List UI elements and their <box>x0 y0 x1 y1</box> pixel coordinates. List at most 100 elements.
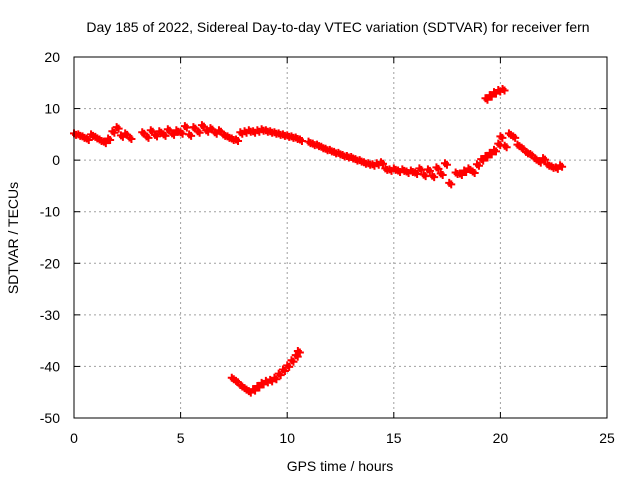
data-point <box>274 369 285 380</box>
data-point <box>440 159 451 169</box>
data-point <box>406 166 417 176</box>
data-point <box>359 158 370 168</box>
data-point <box>99 137 110 148</box>
data-point <box>193 127 204 137</box>
data-point <box>261 376 272 387</box>
series-upper-segment <box>481 84 509 104</box>
data-point <box>219 130 230 140</box>
data-point <box>490 145 501 156</box>
data-point <box>236 380 247 391</box>
data-point <box>293 346 304 357</box>
data-point <box>513 140 524 151</box>
data-point <box>240 127 251 137</box>
data-point <box>249 385 260 395</box>
data-point <box>543 160 554 170</box>
data-point <box>304 137 315 148</box>
data-point <box>460 166 471 176</box>
data-point <box>91 132 102 143</box>
data-point <box>547 162 558 172</box>
x-tick-label: 5 <box>177 430 185 446</box>
data-point <box>500 141 511 152</box>
data-point <box>236 128 247 138</box>
data-point <box>168 129 179 139</box>
data-point <box>530 154 541 164</box>
data-point <box>490 88 501 98</box>
tick-layer: 0 5 10 15 20 25 -50 -40 -30 -20 -10 0 10 20 <box>40 49 615 446</box>
y-tick-label: -30 <box>40 307 60 323</box>
data-point <box>142 132 153 142</box>
x-tick-label: 0 <box>70 430 78 446</box>
data-point <box>355 156 366 166</box>
data-point <box>278 365 289 376</box>
chart-title: Day 185 of 2022, Sidereal Day-to-day VTE… <box>86 19 589 35</box>
data-point <box>240 384 251 394</box>
data-point <box>257 125 268 135</box>
data-point <box>445 178 456 189</box>
data-point <box>87 130 98 140</box>
y-tick-label: 20 <box>44 49 60 65</box>
data-point <box>521 147 532 158</box>
data-point <box>556 161 567 171</box>
data-point <box>232 135 243 146</box>
data-point <box>308 139 319 150</box>
data-point <box>202 126 213 136</box>
data-point <box>477 155 488 165</box>
series-main-band <box>70 121 567 189</box>
data-point <box>377 158 388 168</box>
data-point <box>485 91 496 101</box>
data-point <box>428 171 439 182</box>
data-point <box>104 134 115 144</box>
data-point <box>283 361 294 371</box>
data-point <box>266 127 277 137</box>
data-point <box>151 130 162 141</box>
x-tick-label: 15 <box>386 430 402 446</box>
data-point <box>481 94 492 104</box>
data-point <box>155 127 166 137</box>
data-point <box>351 155 362 165</box>
data-point <box>451 168 462 179</box>
x-axis-label: GPS time / hours <box>287 458 394 474</box>
data-point <box>526 149 537 160</box>
y-tick-label: -50 <box>40 410 60 426</box>
y-tick-label: -20 <box>40 255 60 271</box>
x-tick-label: 20 <box>493 430 509 446</box>
data-point <box>138 128 149 138</box>
data-point <box>468 167 479 177</box>
data-point <box>244 387 255 397</box>
data-point <box>321 144 332 155</box>
data-point <box>266 375 277 386</box>
data-point <box>257 378 268 389</box>
data-point <box>253 382 264 392</box>
y-tick-label: 10 <box>44 101 60 117</box>
data-point <box>197 121 208 131</box>
data-point <box>278 130 289 140</box>
data-point <box>415 164 426 174</box>
data-point <box>509 132 520 142</box>
data-point <box>325 145 336 156</box>
data-point <box>517 143 528 154</box>
data-point <box>223 132 234 142</box>
data-point <box>485 148 496 159</box>
data-point <box>146 126 157 136</box>
data-point <box>481 152 492 162</box>
data-point <box>210 128 221 138</box>
data-point <box>125 133 136 143</box>
data-point <box>95 135 106 146</box>
data-point <box>534 157 545 167</box>
data-point <box>419 170 430 181</box>
data-point <box>274 129 285 139</box>
data-point <box>163 125 174 135</box>
data-point <box>432 163 443 173</box>
data-point <box>436 169 447 180</box>
y-axis-label: SDTVAR / TECUs <box>5 182 21 294</box>
data-point <box>338 150 349 161</box>
data-point <box>330 147 341 158</box>
data-point <box>368 160 379 170</box>
data-point <box>381 164 392 174</box>
data-point <box>504 129 515 139</box>
data-point <box>455 169 466 180</box>
data-point <box>253 126 264 136</box>
data-point <box>494 139 505 150</box>
data-point <box>317 142 328 153</box>
